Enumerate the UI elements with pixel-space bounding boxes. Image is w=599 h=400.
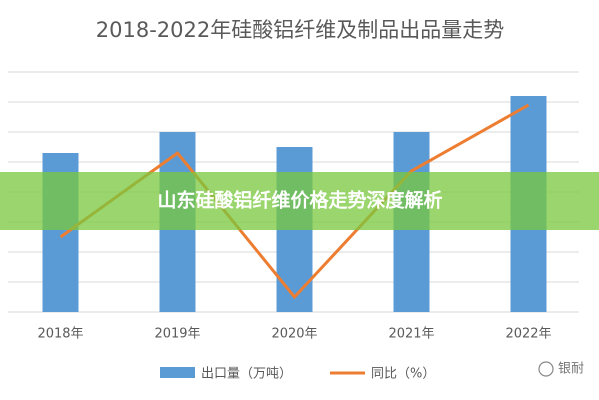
x-tick-label: 2020年 xyxy=(271,327,317,342)
watermark: 银耐 xyxy=(558,362,584,377)
watermark-icon xyxy=(538,361,554,377)
legend-label: 同比（%） xyxy=(371,367,435,382)
x-tick-label: 2018年 xyxy=(37,327,83,342)
legend-swatch xyxy=(160,367,195,378)
x-tick-label: 2019年 xyxy=(154,327,200,342)
legend-label: 出口量（万吨） xyxy=(201,367,292,382)
x-tick-label: 2022年 xyxy=(505,327,551,342)
x-tick-label: 2021年 xyxy=(388,327,434,342)
banner-text: 山东硅酸铝纤维价格走势深度解析 xyxy=(157,189,442,212)
banner xyxy=(0,172,599,230)
chart-title: 2018-2022年硅酸铝纤维及制品出品量走势 xyxy=(96,18,504,42)
